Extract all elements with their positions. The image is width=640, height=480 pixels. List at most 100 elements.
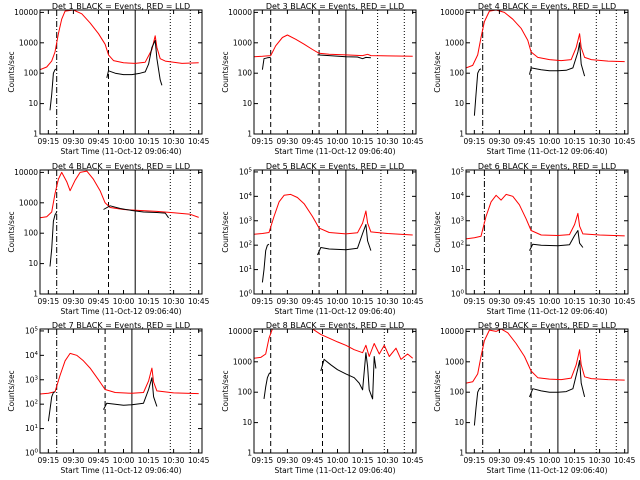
y-tick-label: 10000 bbox=[228, 8, 252, 17]
x-tick-label: 09:45 bbox=[514, 297, 536, 306]
x-axis-title: Start Time (11-Oct-12 09:06:40) bbox=[274, 466, 395, 475]
series-line-events bbox=[103, 377, 158, 410]
y-tick-label: 103 bbox=[451, 216, 465, 225]
panel: 09:15 09:30 09:45 10:00 10:15 10:30 10:45 100 10… bbox=[221, 162, 424, 316]
plot-frame bbox=[465, 169, 629, 295]
x-tick-label: 10:45 bbox=[614, 137, 636, 146]
y-tick-label: 1000 bbox=[233, 38, 252, 47]
y-tick-label: 1 bbox=[33, 290, 38, 299]
y-axis-title: Counts/sec bbox=[221, 51, 230, 92]
panel-title: Det 7 BLACK = Events, RED = LLD bbox=[52, 321, 190, 330]
x-axis-title: Start Time (11-Oct-12 09:06:40) bbox=[274, 147, 395, 156]
x-tick-label: 10:30 bbox=[163, 137, 185, 146]
y-tick-label: 100 bbox=[24, 69, 39, 78]
y-tick-label: 101 bbox=[451, 265, 464, 274]
x-tick-label: 10:00 bbox=[539, 137, 561, 146]
y-tick-label: 10000 bbox=[440, 327, 464, 336]
x-axis-title: Start Time (11-Oct-12 09:06:40) bbox=[274, 307, 395, 316]
plot-frame bbox=[253, 169, 417, 295]
panel: 09:15 09:30 09:45 10:00 10:15 10:30 10:45 1 10 10… bbox=[433, 321, 636, 475]
y-tick-label: 1 bbox=[247, 449, 252, 458]
x-tick-label: 10:00 bbox=[539, 456, 561, 465]
x-axis-title: Start Time (11-Oct-12 09:06:40) bbox=[486, 147, 607, 156]
y-tick-label: 10 bbox=[454, 418, 464, 427]
x-tick-label: 09:15 bbox=[252, 137, 274, 146]
x-tick-label: 09:30 bbox=[277, 137, 299, 146]
panel-title: Det 3 BLACK = Events, RED = LLD bbox=[266, 2, 404, 11]
x-tick-label: 09:30 bbox=[63, 456, 85, 465]
x-tick-label: 09:45 bbox=[88, 137, 110, 146]
x-axis-title: Start Time (11-Oct-12 09:06:40) bbox=[60, 466, 181, 475]
series-line-lld bbox=[466, 10, 625, 69]
panel: 09:15 09:30 09:45 10:00 10:15 10:30 10:45 100 10… bbox=[7, 321, 210, 475]
y-tick-label: 101 bbox=[25, 424, 38, 433]
x-tick-label: 09:15 bbox=[464, 297, 486, 306]
x-tick-label: 09:15 bbox=[252, 456, 274, 465]
series-line-events bbox=[49, 211, 58, 267]
y-tick-label: 102 bbox=[25, 400, 38, 409]
y-tick-label: 10 bbox=[242, 418, 252, 427]
panel-title: Det 4 BLACK = Events, RED = LLD bbox=[478, 2, 616, 11]
series-line-lld bbox=[466, 193, 625, 240]
x-tick-label: 10:45 bbox=[188, 456, 210, 465]
y-axis-title: Counts/sec bbox=[433, 370, 442, 411]
series-line-events bbox=[473, 387, 482, 426]
x-tick-label: 10:15 bbox=[138, 456, 160, 465]
x-tick-label: 10:15 bbox=[352, 137, 374, 146]
series-line-lld bbox=[40, 170, 199, 219]
x-tick-label: 10:45 bbox=[614, 297, 636, 306]
y-tick-label: 1000 bbox=[19, 38, 38, 47]
x-tick-label: 10:45 bbox=[614, 456, 636, 465]
panel: 09:15 09:30 09:45 10:00 10:15 10:30 10:45 1 10 10… bbox=[221, 321, 424, 475]
x-tick-label: 10:00 bbox=[113, 456, 135, 465]
y-tick-label: 102 bbox=[239, 241, 252, 250]
y-tick-label: 100 bbox=[238, 69, 253, 78]
y-tick-label: 1000 bbox=[233, 357, 252, 366]
series-line-lld bbox=[254, 193, 413, 236]
panel-title: Det 1 BLACK = Events, RED = LLD bbox=[52, 2, 190, 11]
y-tick-label: 1 bbox=[459, 449, 464, 458]
panel: 09:15 09:30 09:45 10:00 10:15 10:30 10:45 1 10 10… bbox=[7, 2, 210, 156]
series-line-events bbox=[473, 68, 482, 116]
series-line-lld bbox=[40, 10, 199, 71]
x-tick-label: 10:30 bbox=[163, 297, 185, 306]
series-line-events bbox=[529, 360, 586, 398]
x-tick-label: 10:45 bbox=[402, 456, 424, 465]
x-tick-label: 09:15 bbox=[464, 137, 486, 146]
y-tick-label: 10 bbox=[28, 99, 38, 108]
y-tick-label: 10 bbox=[28, 259, 38, 268]
series-line-lld bbox=[466, 329, 625, 384]
y-tick-label: 105 bbox=[25, 326, 39, 335]
y-tick-label: 1000 bbox=[445, 38, 464, 47]
x-tick-label: 10:15 bbox=[352, 456, 374, 465]
y-tick-label: 1 bbox=[33, 130, 38, 139]
plot-frame bbox=[39, 9, 203, 135]
x-tick-label: 09:45 bbox=[88, 456, 110, 465]
series-line-events bbox=[261, 243, 270, 283]
x-tick-label: 09:30 bbox=[63, 137, 85, 146]
x-tick-label: 10:45 bbox=[402, 137, 424, 146]
y-tick-label: 100 bbox=[238, 388, 253, 397]
y-axis-title: Counts/sec bbox=[7, 370, 16, 411]
x-tick-label: 09:30 bbox=[277, 297, 299, 306]
x-tick-label: 09:30 bbox=[489, 456, 511, 465]
y-tick-label: 10 bbox=[242, 99, 252, 108]
x-tick-label: 09:45 bbox=[302, 297, 324, 306]
y-tick-label: 103 bbox=[25, 375, 39, 384]
y-tick-label: 102 bbox=[451, 241, 464, 250]
plot-frame bbox=[39, 328, 203, 454]
x-tick-label: 10:00 bbox=[327, 137, 349, 146]
y-axis-title: Counts/sec bbox=[221, 370, 230, 411]
panel-title: Det 5 BLACK = Events, RED = LLD bbox=[266, 162, 404, 171]
plot-frame bbox=[253, 328, 417, 454]
series-line-events bbox=[263, 371, 272, 399]
x-tick-label: 10:15 bbox=[564, 137, 586, 146]
y-axis-title: Counts/sec bbox=[433, 211, 442, 252]
plot-frame bbox=[39, 169, 203, 295]
series-line-lld bbox=[40, 352, 199, 395]
y-tick-label: 100 bbox=[450, 69, 465, 78]
x-axis-title: Start Time (11-Oct-12 09:06:40) bbox=[60, 147, 181, 156]
x-tick-label: 09:15 bbox=[38, 297, 60, 306]
series-line-events bbox=[49, 68, 57, 111]
